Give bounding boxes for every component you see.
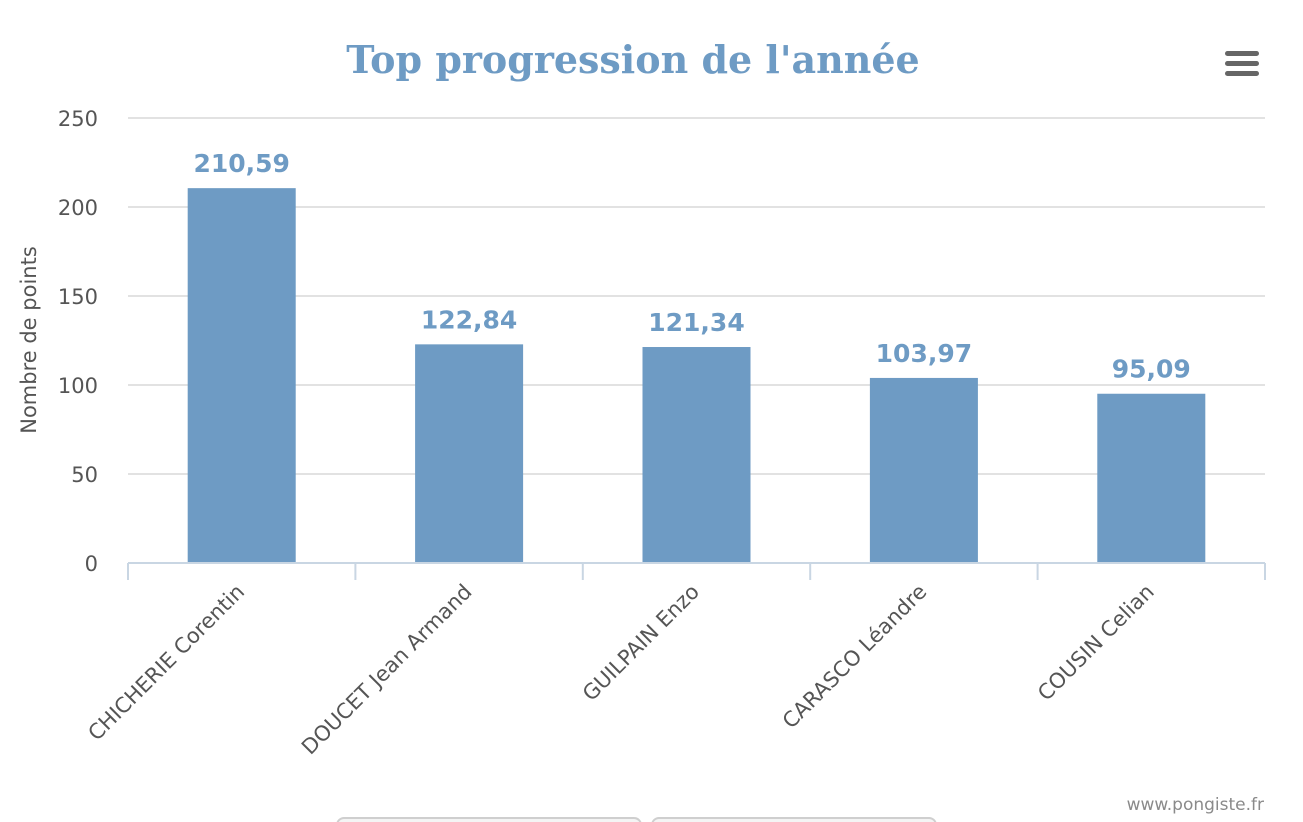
x-tick-label: COUSIN Celian [1033, 580, 1159, 706]
credits-link[interactable]: www.pongiste.fr [1127, 795, 1264, 815]
chart-title: Top progression de l'année [346, 37, 919, 82]
y-tick-label: 100 [58, 374, 98, 398]
bar[interactable] [869, 377, 978, 563]
bar[interactable] [642, 347, 751, 563]
data-label: 95,09 [1112, 355, 1191, 384]
y-tick-label: 250 [58, 107, 98, 131]
y-tick-label: 150 [58, 285, 98, 309]
bar[interactable] [415, 344, 524, 563]
bottom-tab-left[interactable] [336, 817, 642, 822]
x-tick-label: CARASCO Léandre [778, 580, 932, 734]
data-label: 121,34 [648, 308, 744, 337]
y-tick-label: 200 [58, 196, 98, 220]
x-axis-labels: CHICHERIE Corentin DOUCET Jean Armand GUIL… [83, 580, 1158, 760]
y-axis-title: Nombre de points [17, 246, 41, 434]
data-label: 122,84 [421, 305, 517, 334]
bottom-tab-right[interactable] [651, 817, 937, 822]
bar-series [187, 188, 1206, 564]
x-tick-label: GUILPAIN Enzo [578, 580, 704, 706]
x-tick-label: CHICHERIE Corentin [83, 580, 249, 746]
data-label: 210,59 [193, 149, 289, 178]
x-tick-label: DOUCET Jean Armand [297, 580, 477, 760]
hamburger-menu-icon[interactable] [1215, 42, 1271, 86]
bar[interactable] [187, 188, 296, 564]
data-label: 103,97 [876, 339, 972, 368]
bar[interactable] [1097, 393, 1206, 563]
y-tick-label: 0 [85, 552, 98, 576]
grid-lines [128, 117, 1265, 475]
data-labels: 210,59 122,84 121,34 103,97 95,09 [193, 149, 1190, 384]
y-tick-label: 50 [71, 463, 98, 487]
x-axis [127, 562, 1266, 580]
y-axis-ticks: 0 50 100 150 200 250 [58, 107, 98, 576]
